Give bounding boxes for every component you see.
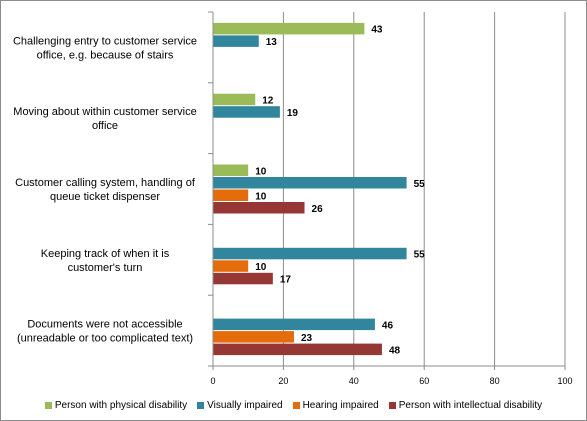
- category-label-5: (unreadable or too complicated text): [17, 333, 193, 345]
- data-label-4-2: 55: [414, 250, 426, 261]
- category-label-4: Keeping track of when it is: [41, 248, 170, 260]
- legend-swatch: [292, 401, 300, 409]
- legend-label: Person with intellectual disability: [398, 399, 543, 411]
- data-label-1-1: 43: [371, 25, 383, 36]
- data-label-3-2: 55: [414, 179, 426, 190]
- bar-3-2: [213, 177, 407, 189]
- category-label-1: Challenging entry to customer service: [13, 35, 197, 47]
- bar-4-2: [213, 247, 407, 260]
- data-label-5-3: 23: [301, 333, 313, 344]
- bar-4-4: [213, 272, 273, 285]
- x-tick-label-80: 80: [490, 376, 500, 386]
- legend-label: Person with physical disability: [54, 399, 188, 411]
- data-label-5-4: 48: [389, 345, 401, 356]
- legend-label: Hearing impaired: [302, 399, 379, 411]
- legend-item-1: Person with physical disability: [44, 399, 188, 411]
- bar-3-1: [213, 164, 249, 176]
- data-label-4-3: 10: [255, 262, 267, 273]
- bar-5-3: [213, 331, 294, 343]
- legend-item-4: Person with intellectual disability: [388, 399, 543, 411]
- legend: Person with physical disability Visually …: [0, 396, 587, 414]
- legend-swatch: [197, 401, 205, 409]
- data-label-4-4: 17: [280, 275, 292, 286]
- data-label-3-1: 10: [255, 166, 267, 177]
- legend-label: Visually impaired: [207, 399, 283, 411]
- category-label-3: Customer calling system, handling of: [15, 177, 196, 189]
- x-tick-label-40: 40: [349, 376, 359, 386]
- data-label-3-4: 26: [312, 204, 324, 215]
- x-tick-label-100: 100: [557, 376, 572, 386]
- data-label-2-2: 19: [287, 108, 299, 119]
- legend-item-2: Visually impaired: [197, 399, 283, 411]
- category-label-2: office: [92, 120, 118, 132]
- legend-swatch: [388, 401, 396, 409]
- category-label-1: office, e.g. because of stairs: [37, 49, 174, 61]
- bar-2-2: [213, 106, 280, 118]
- data-label-3-3: 10: [255, 191, 267, 202]
- bar-3-4: [213, 202, 305, 214]
- x-tick-label-60: 60: [419, 376, 429, 386]
- category-label-4: customer's turn: [68, 262, 143, 274]
- legend-swatch: [44, 401, 52, 409]
- bar-5-4: [213, 343, 382, 356]
- bar-5-2: [213, 318, 375, 331]
- bar-1-1: [213, 22, 365, 35]
- data-label-1-2: 13: [266, 37, 278, 48]
- bar-2-1: [213, 93, 256, 106]
- category-label-2: Moving about within customer service: [13, 106, 196, 118]
- bar-1-2: [213, 35, 259, 47]
- x-tick-label-0: 0: [210, 376, 215, 386]
- category-label-3: queue ticket dispenser: [50, 191, 160, 203]
- x-tick-label-20: 20: [278, 376, 288, 386]
- data-label-2-1: 12: [262, 95, 274, 106]
- data-label-5-2: 46: [382, 320, 394, 331]
- bar-3-3: [213, 189, 249, 201]
- legend-item-3: Hearing impaired: [292, 399, 379, 411]
- bar-4-3: [213, 260, 249, 272]
- category-label-5: Documents were not accessible: [27, 319, 182, 331]
